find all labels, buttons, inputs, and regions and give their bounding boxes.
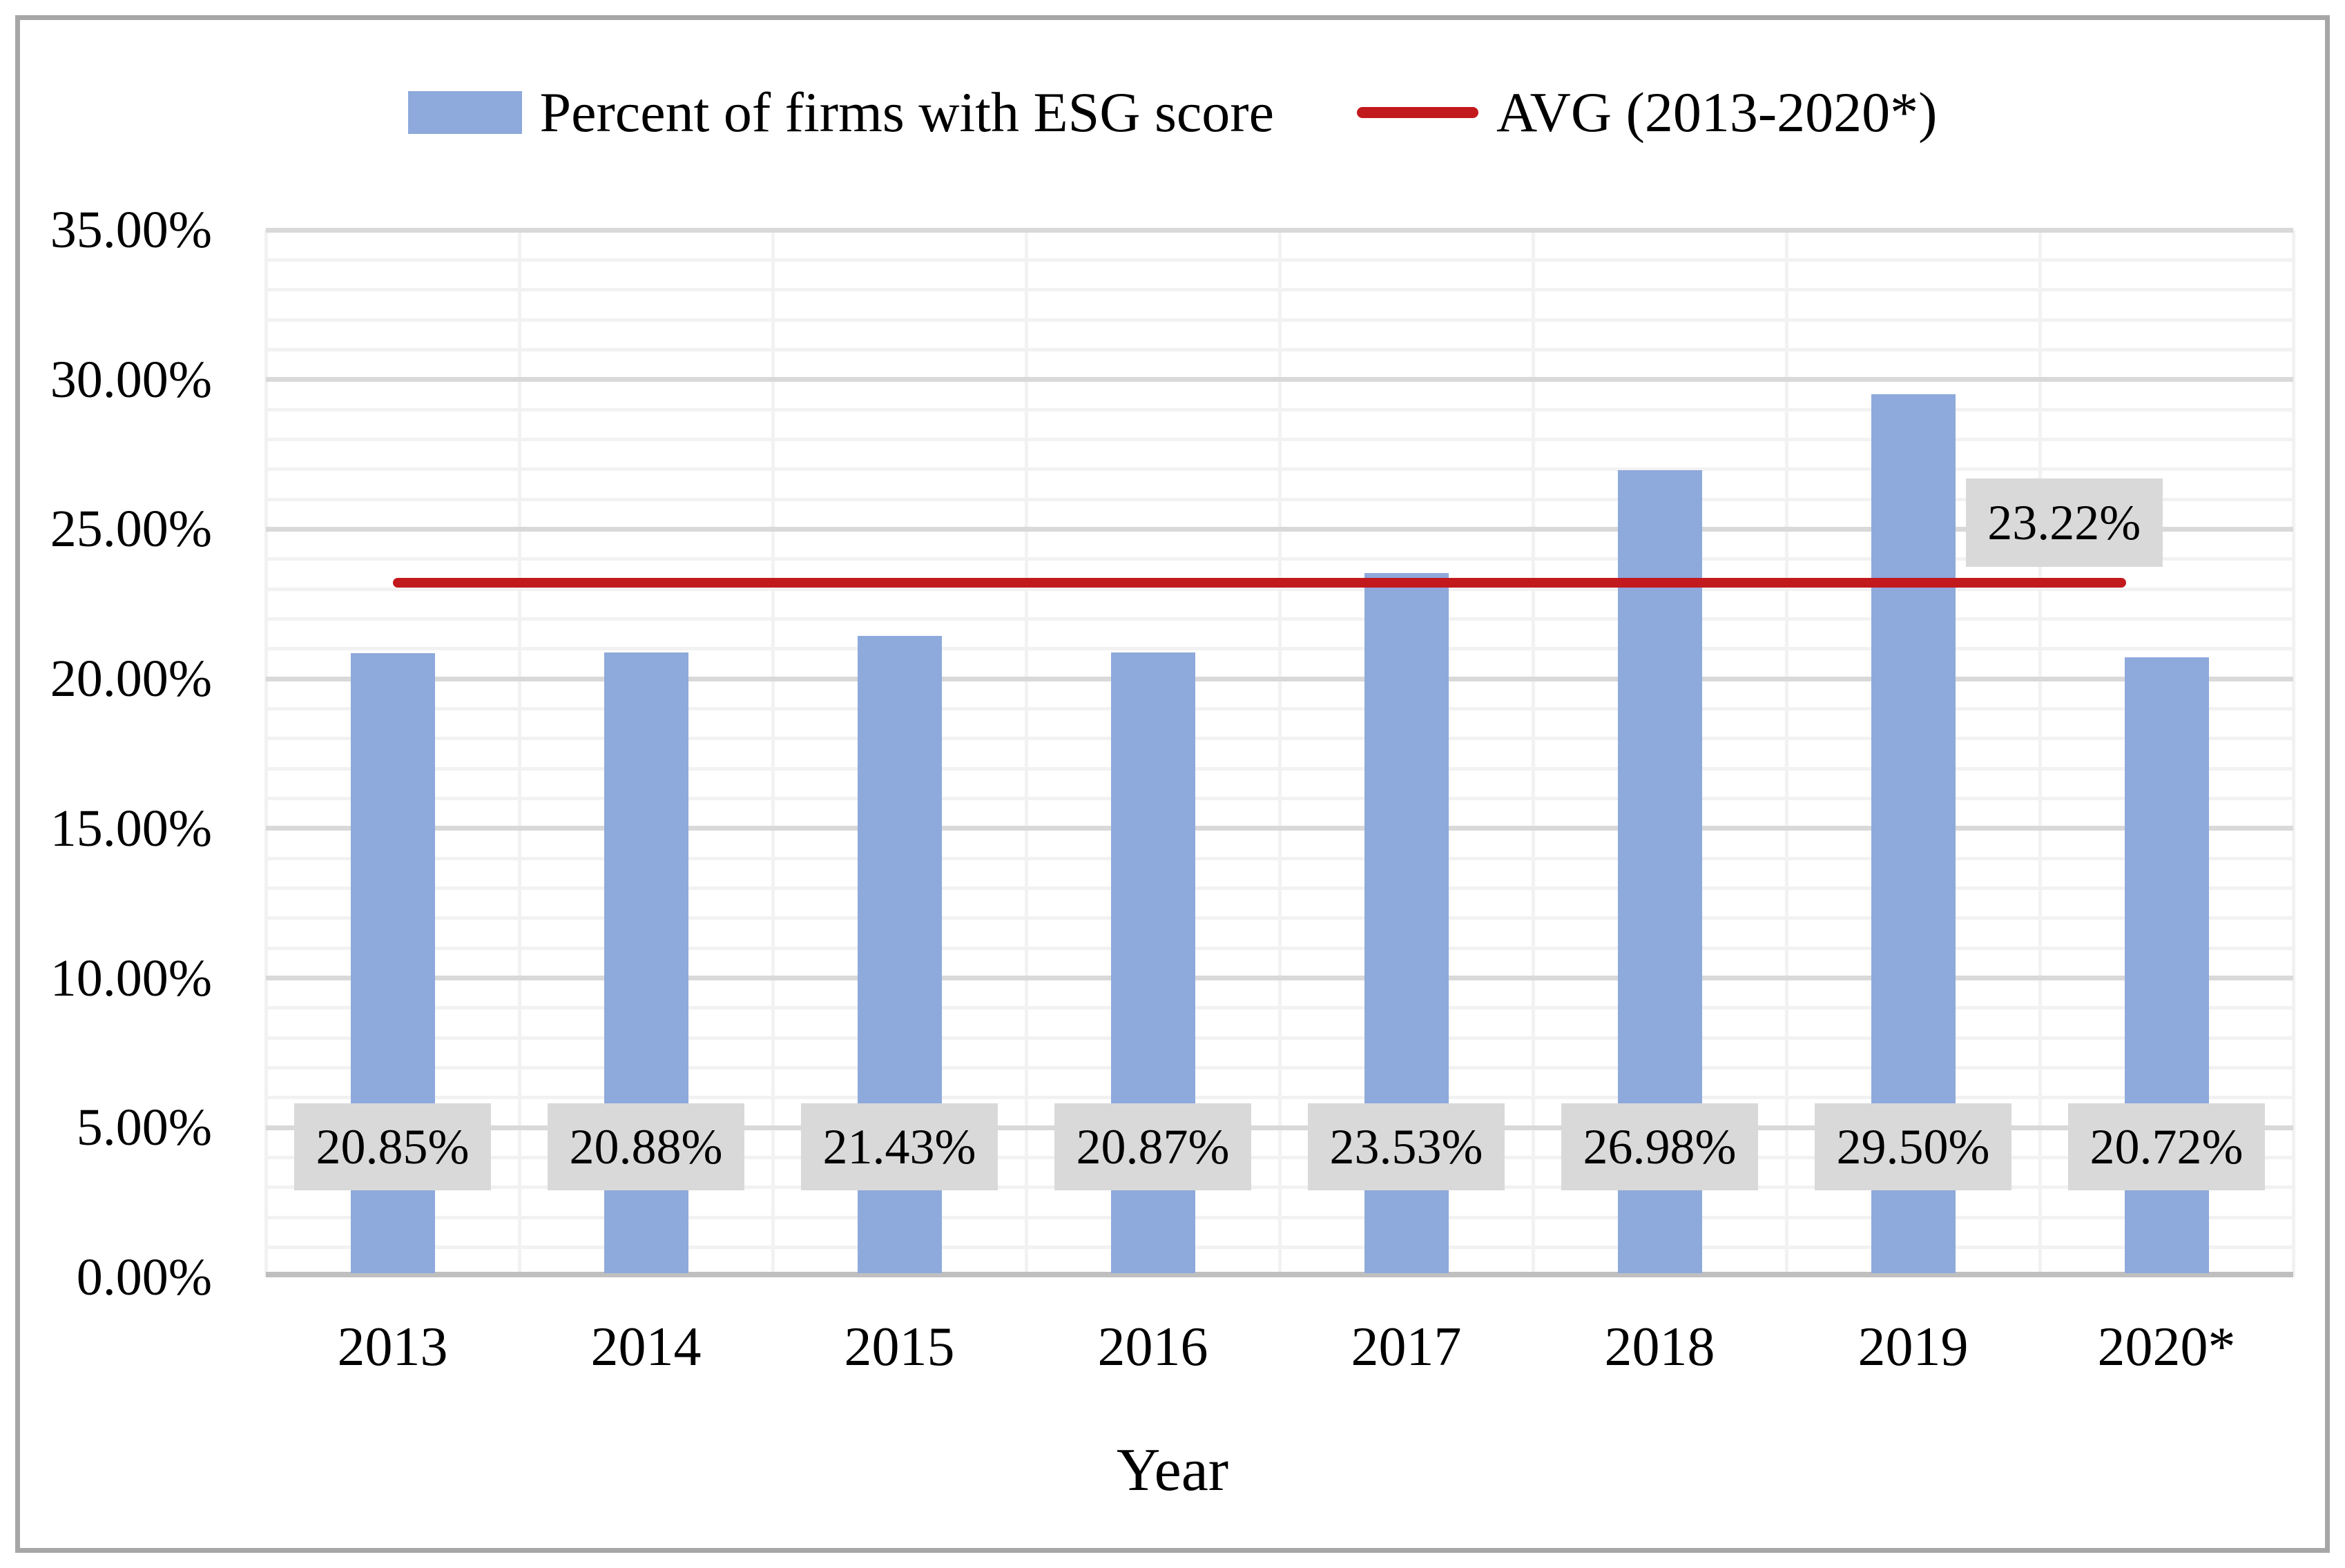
x-axis-title: Year (1116, 1437, 1229, 1504)
x-tick-label: 2020* (2097, 1317, 2236, 1377)
y-tick-label: 20.00% (50, 650, 212, 708)
legend-label-bar-series: Percent of firms with ESG score (539, 81, 1274, 144)
legend-label-avg-line: AVG (2013-2020*) (1496, 81, 1938, 144)
vertical-gridline (2291, 230, 2295, 1277)
minor-gridline (266, 1215, 2293, 1219)
minor-gridline (266, 407, 2293, 412)
legend: Percent of firms with ESG score AVG (201… (0, 68, 2345, 157)
minor-gridline (266, 318, 2293, 322)
y-tick-label: 10.00% (50, 949, 212, 1007)
data-label-2016: 20.87% (1054, 1103, 1251, 1190)
data-label-2019: 29.50% (1815, 1103, 2011, 1190)
minor-gridline (266, 1185, 2293, 1190)
vertical-gridline (771, 230, 775, 1277)
minor-gridline (266, 617, 2293, 621)
minor-gridline (266, 946, 2293, 950)
data-label-2020*: 20.72% (2068, 1103, 2265, 1190)
minor-gridline (266, 887, 2293, 891)
x-tick-label: 2015 (844, 1317, 955, 1377)
minor-gridline (266, 1156, 2293, 1160)
bar-series-swatch-icon (407, 91, 522, 134)
major-gridline (266, 227, 2293, 233)
minor-gridline (266, 737, 2293, 741)
vertical-gridline (1531, 230, 1535, 1277)
data-label-2018: 26.98% (1561, 1103, 1758, 1190)
data-label-2015: 21.43% (801, 1103, 998, 1190)
y-axis-labels: 0.00% 5.00% 10.00% 15.00% 20.00% 25.00% 30.00%… (0, 201, 212, 1306)
avg-line-swatch-icon (1356, 107, 1478, 118)
vertical-gridline (1784, 230, 1788, 1277)
minor-gridline (266, 557, 2293, 561)
vertical-gridline (264, 230, 268, 1277)
major-gridline (266, 526, 2293, 532)
vertical-gridline (517, 230, 521, 1277)
y-tick-label: 15.00% (50, 799, 212, 858)
x-tick-label: 2016 (1097, 1317, 1208, 1377)
data-label-2013: 20.85% (294, 1103, 491, 1190)
figure-border (15, 15, 2330, 1553)
minor-gridline (266, 347, 2293, 351)
minor-gridline (266, 587, 2293, 591)
major-gridline (266, 826, 2293, 831)
x-tick-label: 2017 (1351, 1317, 1462, 1377)
minor-gridline (266, 1096, 2293, 1100)
minor-gridline (266, 437, 2293, 441)
minor-gridline (266, 706, 2293, 710)
x-tick-label: 2019 (1857, 1317, 1969, 1377)
minor-gridline (266, 1006, 2293, 1010)
average-line-label: 23.22% (1965, 478, 2163, 567)
x-axis-line (266, 1272, 2293, 1277)
y-tick-label: 0.00% (76, 1248, 212, 1306)
minor-gridline (266, 916, 2293, 920)
legend-item-bar-series: Percent of firms with ESG score (407, 78, 1274, 147)
vertical-gridline (1277, 230, 1282, 1277)
vertical-gridline (2038, 230, 2042, 1277)
data-label-2014: 20.88% (548, 1103, 744, 1190)
major-gridline (266, 377, 2293, 383)
minor-gridline (266, 497, 2293, 501)
minor-gridline (266, 1036, 2293, 1040)
major-gridline (266, 1125, 2293, 1130)
minor-gridline (266, 766, 2293, 771)
minor-gridline (266, 1066, 2293, 1070)
data-label-2017: 23.53% (1308, 1103, 1505, 1190)
minor-gridline (266, 647, 2293, 651)
legend-item-avg-line: AVG (2013-2020*) (1356, 78, 1938, 147)
average-line (392, 577, 2126, 588)
x-tick-label: 2018 (1604, 1317, 1715, 1377)
y-tick-label: 5.00% (76, 1098, 212, 1157)
y-tick-label: 30.00% (50, 350, 212, 409)
plot-area: 20.85% 20.88% 21.43% 20.87% 23.53% 26.98% 29.5… (264, 227, 2295, 1277)
minor-gridline (266, 258, 2293, 262)
major-gridline (266, 676, 2293, 681)
y-tick-label: 35.00% (50, 201, 212, 259)
minor-gridline (266, 288, 2293, 292)
minor-gridline (266, 797, 2293, 800)
x-tick-label: 2013 (337, 1317, 448, 1377)
minor-gridline (266, 856, 2293, 860)
major-gridline (266, 976, 2293, 981)
y-tick-label: 25.00% (50, 500, 212, 559)
minor-gridline (266, 1246, 2293, 1250)
x-axis-labels: 2013 2014 2015 2016 2017 2018 2019 2020* (266, 1315, 2293, 1384)
x-tick-label: 2014 (590, 1317, 702, 1377)
vertical-gridline (1024, 230, 1028, 1277)
minor-gridline (266, 467, 2293, 472)
